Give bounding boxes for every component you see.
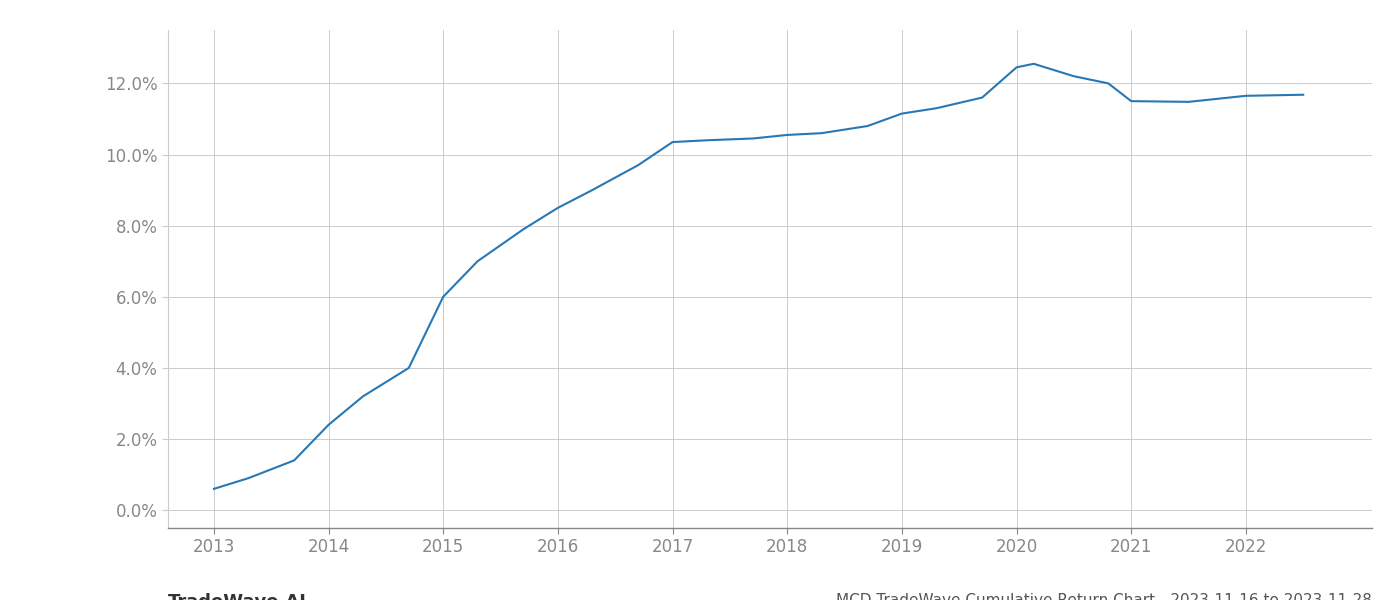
Text: TradeWave.AI: TradeWave.AI <box>168 593 307 600</box>
Text: MCD TradeWave Cumulative Return Chart - 2023-11-16 to 2023-11-28: MCD TradeWave Cumulative Return Chart - … <box>836 593 1372 600</box>
